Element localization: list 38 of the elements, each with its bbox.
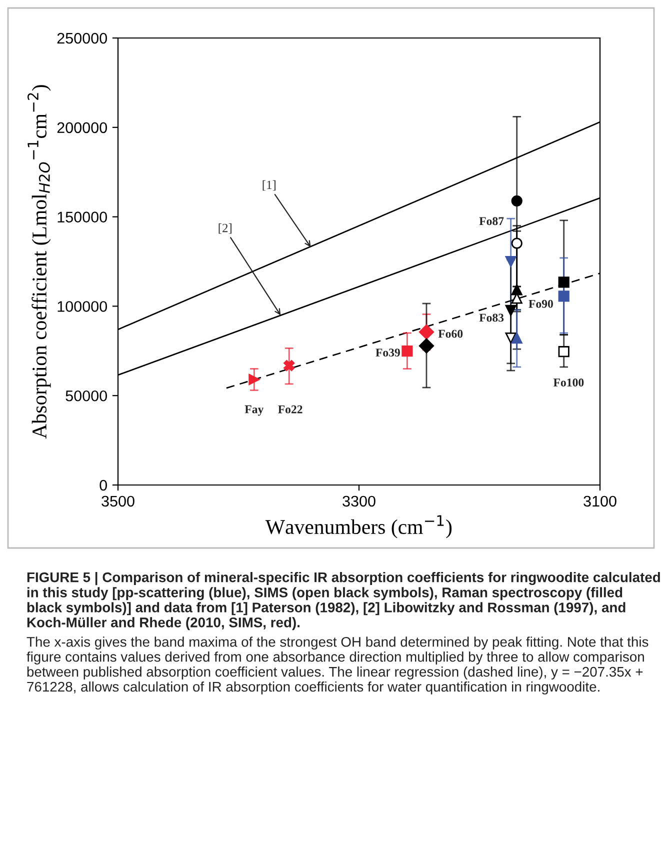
point bbox=[505, 304, 516, 316]
y-tick-label: 200000 bbox=[57, 122, 107, 134]
x-tick-label: 3300 bbox=[342, 496, 376, 507]
point bbox=[511, 238, 522, 249]
point bbox=[402, 346, 413, 357]
point bbox=[558, 290, 570, 302]
point bbox=[505, 256, 516, 268]
point bbox=[511, 284, 522, 296]
point bbox=[558, 346, 570, 358]
y-tick-label: 100000 bbox=[58, 301, 107, 312]
annotation: Fo87 bbox=[479, 217, 504, 226]
annotation: Fo100 bbox=[553, 378, 584, 386]
point bbox=[505, 332, 516, 344]
annotation: Fay bbox=[244, 405, 264, 416]
text: The x-axis gives the band maxima of the strongest OH band determined by peak fitting. Note that this figure contains values derived from one absorbance direction multiplied by three to allow comparison between published absorption coefficient values. The linear regression (dashed line), y = −207.35x + 761228, allows calculation of IR absorption coefficients for water quantification in ringwoodite. bbox=[26, 636, 648, 694]
x-tick-label: 3100 bbox=[584, 496, 616, 507]
caption: FIGURE 5 | Comparison of mineral-specific IR absorption coefficients for ringwoodite calculated in this study [pp-scattering (blue), SIMS (open black symbols), Raman spectroscopy (filled black symbols)] and data from [1] Paterson (1982), [2] Libowitzky and Rossman (1997), and Koch-Müller and Rhede (2010, SIMS, red). bbox=[27, 572, 660, 630]
annotation: Fo60 bbox=[438, 330, 463, 338]
annotation: Fo90 bbox=[528, 300, 553, 308]
annotation: Fo83 bbox=[479, 314, 504, 322]
point bbox=[418, 324, 434, 340]
y-axis-title: Absorption coefficient (Lmol$_{H2O}$$^{−1}$cm$^{−2}$) bbox=[28, 85, 51, 439]
x-tick-label: 3500 bbox=[102, 496, 134, 507]
y-tick-label: 50000 bbox=[66, 390, 107, 402]
y-tick-label: 250000 bbox=[57, 32, 107, 44]
annotation: [1] bbox=[262, 180, 276, 191]
point bbox=[558, 276, 570, 288]
point bbox=[511, 195, 522, 206]
point bbox=[248, 374, 260, 386]
point bbox=[511, 332, 522, 344]
y-tick-label: 150000 bbox=[58, 212, 107, 222]
x-axis-title: Wavenumbers (cm$^{−1}$) bbox=[265, 515, 452, 538]
annotation: Fo22 bbox=[278, 405, 302, 414]
annotation: Fo39 bbox=[376, 348, 400, 357]
y-tick-label: 0 bbox=[100, 480, 107, 491]
point bbox=[284, 360, 295, 372]
annotation: [2] bbox=[218, 223, 232, 234]
point bbox=[418, 338, 434, 354]
